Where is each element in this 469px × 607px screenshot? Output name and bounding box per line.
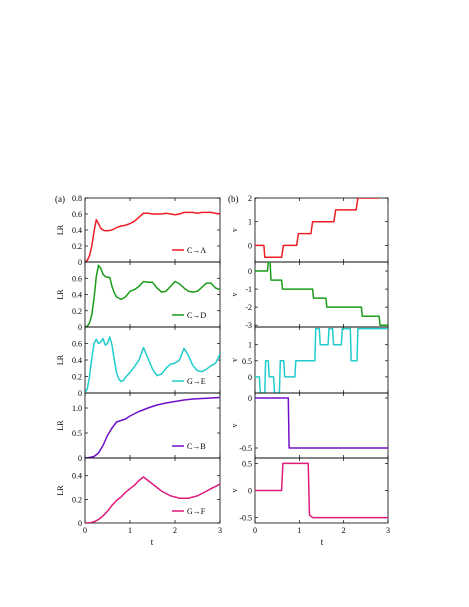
y-tick-label: 0 xyxy=(78,454,82,463)
y-tick-label: 1 xyxy=(248,341,252,350)
y-tick-label: 0.2 xyxy=(72,495,82,504)
y-tick-label: 0.5 xyxy=(242,357,252,366)
x-tick-label: 0 xyxy=(253,526,257,535)
y-tick-label: 0.5 xyxy=(242,459,252,468)
y-tick-label: 0.4 xyxy=(72,356,82,365)
y-tick-label: 0.6 xyxy=(72,210,82,219)
y-tick-label: -0.5 xyxy=(239,444,252,453)
series-line xyxy=(255,198,380,259)
series-line xyxy=(85,264,220,327)
series-line xyxy=(255,262,388,326)
subplot-b-0: 0 1 2 v xyxy=(230,194,389,263)
subplot-b-1: 0 -1 -2 -3 v xyxy=(230,261,389,330)
y-tick-label: 0.2 xyxy=(72,242,82,251)
x-tick-label: 1 xyxy=(128,526,132,535)
y-tick-label: 2 xyxy=(248,194,252,203)
y-tick-label: 0.2 xyxy=(72,307,82,316)
y-tick-label: 0 xyxy=(248,373,252,382)
y-tick-label: 0 xyxy=(78,258,82,267)
x-tick-label: 1 xyxy=(297,526,301,535)
plot-frame xyxy=(84,457,221,524)
y-tick-label: 0 xyxy=(248,267,252,276)
y-tick-label: 0.5 xyxy=(72,429,82,438)
x-tick-label: 3 xyxy=(386,526,390,535)
legend-label: G→F xyxy=(187,507,206,516)
legend-label: C→D xyxy=(187,311,206,320)
y-tick-label: 0.6 xyxy=(72,340,82,349)
y-tick-label: 0 xyxy=(78,519,82,528)
y-tick-label: 0 xyxy=(78,323,82,332)
legend-label: C→A xyxy=(187,246,206,255)
y-tick-label: 0 xyxy=(248,394,252,403)
series-line xyxy=(85,211,220,262)
series-line xyxy=(255,397,388,449)
y-tick-label: 0.8 xyxy=(72,194,82,203)
y-tick-label: 1.0 xyxy=(72,404,82,413)
y-tick-label: -0.5 xyxy=(239,514,252,523)
y-tick-label: -1 xyxy=(245,285,252,294)
plot-frame xyxy=(254,261,389,328)
subplots: 0 0.2 0.4 0.6 0.8 LR C→A 0 0.2 0.4 0.6 LR C→D 0 0.2 0.4… xyxy=(56,194,390,535)
y-axis-label: LR xyxy=(56,224,65,235)
y-tick-label: -2 xyxy=(245,303,252,312)
y-axis-label: LR xyxy=(56,485,65,496)
y-axis-label: v xyxy=(230,228,239,232)
y-tick-label: 0 xyxy=(78,389,82,398)
series-line xyxy=(85,476,220,523)
y-axis-label: v xyxy=(230,293,239,297)
x-axis-label-a: t xyxy=(151,537,154,547)
y-tick-label: 0.6 xyxy=(72,274,82,283)
y-tick-label: 1 xyxy=(248,218,252,227)
y-tick-label: 0.4 xyxy=(72,472,82,481)
x-tick-label: 2 xyxy=(173,526,177,535)
x-tick-label: 3 xyxy=(218,526,222,535)
y-axis-label: v xyxy=(230,358,239,362)
subplot-b-3: 0 -0.5 v xyxy=(230,392,389,459)
series-line xyxy=(85,336,220,393)
y-tick-label: 0.4 xyxy=(72,291,82,300)
x-tick-label: 0 xyxy=(83,526,87,535)
y-axis-label: LR xyxy=(56,354,65,365)
subplot-a-4: 0 0.2 0.4 0 1 2 3 LR G→F xyxy=(56,457,222,535)
y-tick-label: -3 xyxy=(245,321,252,330)
y-tick-label: 0 xyxy=(248,241,252,250)
y-axis-label: LR xyxy=(56,289,65,300)
series-line xyxy=(255,327,388,393)
x-axis-label-b: t xyxy=(321,537,324,547)
panel-label-b: (b) xyxy=(228,194,239,204)
plot-frame xyxy=(254,326,389,394)
subplot-a-0: 0 0.2 0.4 0.6 0.8 LR C→A xyxy=(56,194,221,267)
plot-frame xyxy=(254,197,389,263)
series-line xyxy=(85,396,220,458)
subplot-a-2: 0 0.2 0.4 0.6 LR G→E xyxy=(56,326,221,398)
y-axis-label: LR xyxy=(56,420,65,431)
subplot-b-4: 0.50-0.50 1 2 3v xyxy=(230,457,390,535)
legend-label: C→B xyxy=(187,442,206,451)
subplot-b-2: 0 0.5 1 v xyxy=(230,326,389,394)
subplot-a-3: 0 0.5 1.0 LR C→B xyxy=(56,392,221,463)
subplot-a-1: 0 0.2 0.4 0.6 LR C→D xyxy=(56,261,221,332)
y-axis-label: v xyxy=(230,424,239,428)
series-line xyxy=(255,462,388,519)
x-tick-label: 2 xyxy=(342,526,346,535)
y-tick-label: 0.4 xyxy=(72,226,82,235)
y-tick-label: 0 xyxy=(248,487,252,496)
legend-label: G→E xyxy=(187,377,206,386)
y-tick-label: 0.2 xyxy=(72,373,82,382)
panel-label-a: (a) xyxy=(55,194,65,204)
y-axis-label: v xyxy=(230,489,239,493)
